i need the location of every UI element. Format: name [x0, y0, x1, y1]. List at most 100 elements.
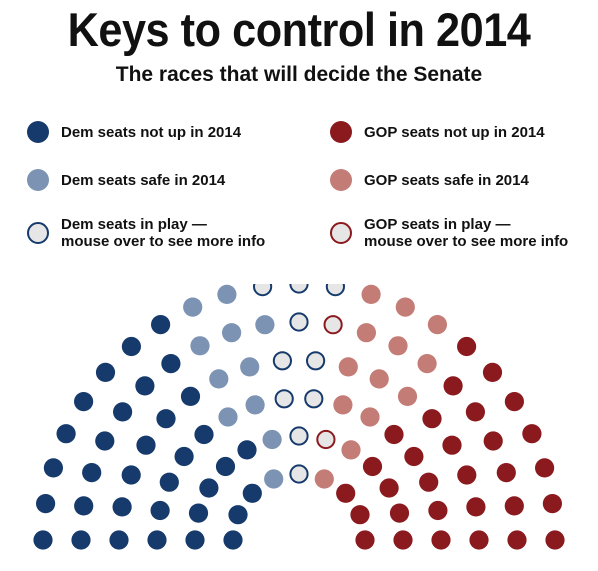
seat-gop-safe [397, 386, 418, 406]
seat-dem-in-play[interactable] [289, 426, 309, 446]
seat-gop-safe [341, 440, 361, 460]
seat-gop-safe [356, 323, 376, 343]
senate-chamber-chart [33, 284, 565, 550]
page-subtitle: The races that will decide the Senate [115, 63, 483, 86]
seat-dem-not-up [121, 336, 141, 357]
seat-gop-safe [395, 297, 415, 317]
seat-dem-not-up [43, 458, 64, 478]
seat-gop-not-up [389, 503, 410, 523]
seat-gop-not-up [535, 458, 555, 478]
seat-gop-not-up [384, 424, 404, 445]
seat-gop-in-play[interactable] [316, 429, 336, 450]
seat-dem-not-up [174, 446, 194, 467]
legend-item-gop-safe: GOP seats safe in 2014 [330, 169, 529, 191]
legend-label: Dem seats in play — mouse over to see mo… [61, 216, 266, 250]
seat-dem-not-up [188, 503, 209, 523]
seat-dem-not-up [95, 431, 115, 451]
seat-gop-safe [360, 407, 380, 427]
seat-gop-safe [338, 357, 358, 377]
seat-dem-in-play[interactable] [272, 351, 292, 371]
seat-dem-in-play[interactable] [274, 389, 294, 409]
seat-dem-in-play[interactable] [325, 284, 345, 297]
seat-dem-in-play[interactable] [289, 464, 309, 484]
dem-in-play-swatch-icon [27, 222, 49, 244]
seat-dem-not-up [74, 496, 94, 516]
gop-in-play-swatch-icon [330, 222, 352, 244]
seat-gop-not-up [393, 530, 413, 550]
seat-dem-not-up [180, 386, 201, 406]
seat-gop-not-up [483, 431, 503, 451]
seat-dem-not-up [151, 315, 171, 335]
seat-dem-in-play[interactable] [306, 351, 326, 371]
seat-dem-not-up [112, 497, 132, 517]
seat-dem-safe [183, 297, 203, 317]
seat-gop-not-up [431, 530, 451, 550]
dem-safe-swatch-icon [27, 169, 49, 191]
seat-dem-in-play[interactable] [289, 284, 309, 294]
seat-dem-safe [240, 357, 260, 377]
seat-gop-not-up [469, 530, 489, 550]
seat-dem-not-up [215, 456, 236, 477]
legend-item-gop-in-play: GOP seats in play — mouse over to see mo… [330, 216, 568, 250]
seat-gop-in-play[interactable] [323, 315, 343, 335]
seat-gop-safe [333, 395, 353, 415]
legend-item-dem-in-play: Dem seats in play — mouse over to see mo… [27, 216, 265, 250]
seat-dem-not-up [56, 424, 76, 444]
legend-label: Dem seats safe in 2014 [61, 171, 226, 189]
seat-dem-safe [217, 284, 237, 304]
gop-not-up-swatch-icon [330, 121, 352, 143]
seat-gop-safe [427, 315, 447, 335]
seat-gop-not-up [545, 530, 565, 550]
seat-gop-not-up [362, 456, 383, 477]
seat-gop-not-up [428, 500, 448, 521]
seat-dem-not-up [161, 354, 181, 374]
legend-item-dem-safe: Dem seats safe in 2014 [27, 169, 225, 191]
seat-dem-not-up [242, 483, 262, 503]
seat-gop-safe [369, 369, 389, 389]
seat-dem-not-up [159, 472, 179, 492]
seat-dem-in-play[interactable] [304, 389, 324, 409]
legend-label: GOP seats not up in 2014 [364, 123, 545, 141]
seat-dem-not-up [33, 530, 53, 550]
seat-gop-not-up [419, 472, 439, 492]
seat-gop-not-up [350, 505, 370, 525]
legend-item-gop-not-up: GOP seats not up in 2014 [330, 121, 545, 143]
seat-dem-not-up [223, 530, 243, 550]
seat-dem-not-up [194, 424, 214, 445]
seat-dem-in-play[interactable] [253, 284, 273, 297]
seat-dem-not-up [113, 402, 133, 422]
dem-not-up-swatch-icon [27, 121, 49, 143]
seat-dem-not-up [237, 440, 257, 460]
seat-dem-safe [262, 429, 282, 450]
seat-dem-not-up [109, 530, 129, 550]
seat-dem-not-up [36, 494, 56, 514]
seat-dem-not-up [71, 530, 91, 550]
seat-gop-not-up [422, 409, 442, 429]
seat-gop-not-up [457, 336, 477, 357]
seat-dem-not-up [95, 362, 116, 382]
seat-dem-safe [245, 395, 265, 415]
seat-gop-not-up [542, 494, 563, 514]
seat-dem-safe [218, 407, 238, 427]
legend-item-dem-not-up: Dem seats not up in 2014 [27, 121, 241, 143]
seat-gop-not-up [442, 435, 462, 455]
seat-gop-not-up [457, 465, 477, 485]
seat-dem-in-play[interactable] [289, 312, 309, 332]
legend-label: Dem seats not up in 2014 [61, 123, 242, 141]
seat-dem-not-up [136, 435, 156, 455]
seat-gop-not-up [355, 530, 375, 550]
seat-gop-safe [314, 469, 334, 489]
seat-dem-safe [190, 336, 210, 356]
seat-dem-not-up [121, 465, 141, 485]
seat-dem-safe [222, 323, 242, 343]
seat-gop-not-up [504, 392, 524, 412]
legend-label: GOP seats safe in 2014 [364, 171, 529, 189]
seat-dem-not-up [156, 409, 176, 429]
seat-gop-not-up [379, 478, 399, 498]
seat-gop-not-up [504, 496, 524, 516]
seat-gop-not-up [496, 463, 516, 483]
seat-gop-safe [417, 354, 437, 374]
page-title: Keys to control in 2014 [67, 3, 531, 56]
seat-dem-not-up [150, 500, 170, 521]
seat-gop-not-up [465, 402, 485, 422]
